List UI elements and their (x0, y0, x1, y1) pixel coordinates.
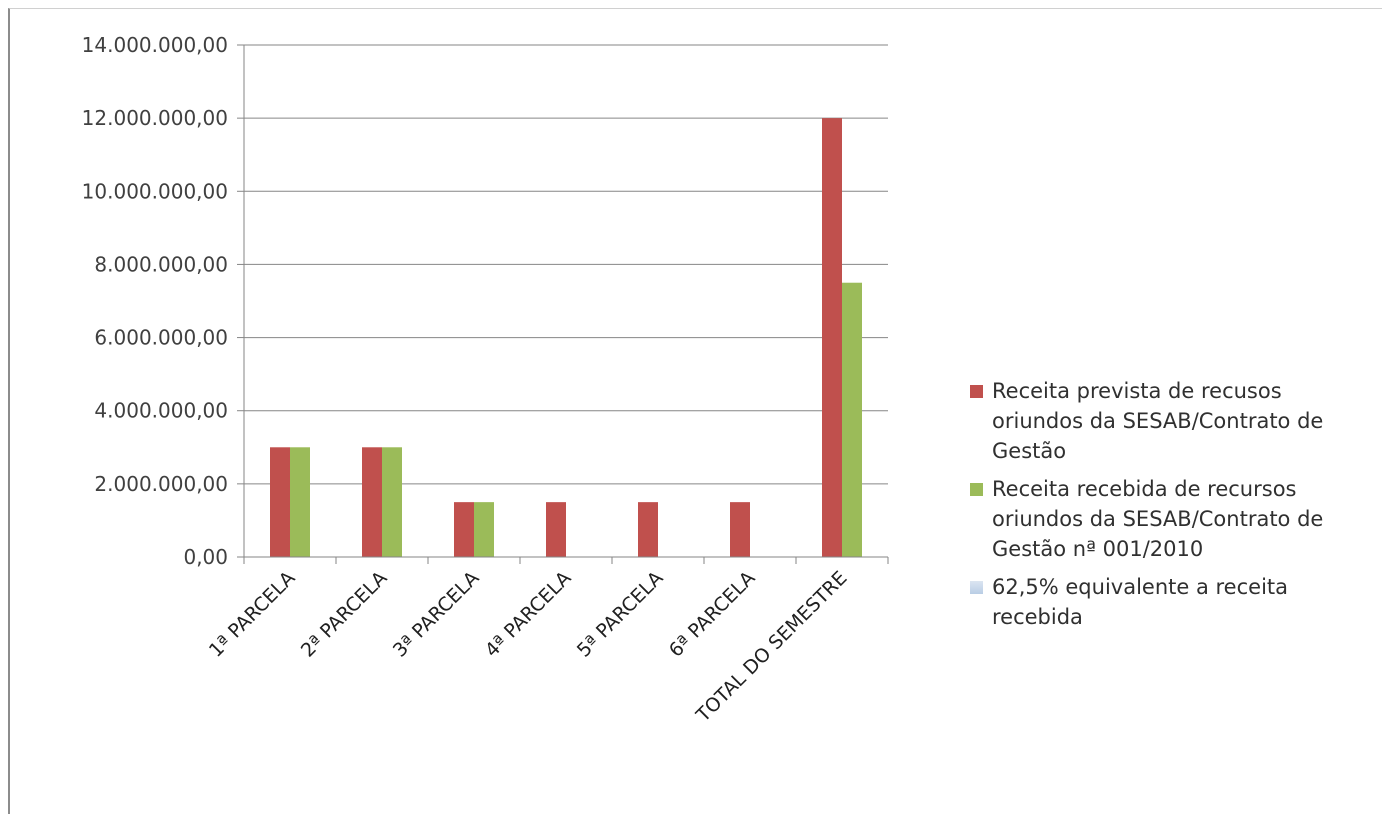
legend: Receita prevista de recusos oriundos da … (968, 376, 1368, 640)
axes (243, 45, 889, 564)
y-tick-label: 12.000.000,00 (82, 106, 228, 130)
legend-item-prevista: Receita prevista de recusos oriundos da … (968, 376, 1368, 466)
bar-prevista (362, 447, 382, 557)
y-tick-label: 14.000.000,00 (82, 33, 228, 57)
legend-label-prevista: Receita prevista de recusos oriundos da … (992, 379, 1324, 463)
legend-swatch-percentual (970, 581, 983, 594)
y-axis-tick-labels: 0,00 2.000.000,00 4.000.000,00 6.000.000,00… (82, 33, 228, 569)
bar-prevista (730, 502, 750, 557)
bar-recebida (842, 282, 862, 557)
legend-item-recebida: Receita recebida de recursos oriundos da… (968, 474, 1368, 564)
bar-prevista (270, 447, 290, 557)
gridlines (237, 44, 888, 558)
y-tick-label: 8.000.000,00 (94, 252, 228, 276)
bar-prevista (638, 502, 658, 557)
y-tick-label: 6.000.000,00 (94, 326, 228, 350)
bar-recebida (474, 502, 494, 557)
x-category-label: 2ª PARCELA (297, 567, 392, 662)
bar-prevista (454, 502, 474, 557)
x-category-label: 1ª PARCELA (205, 567, 300, 662)
bar-prevista (546, 502, 566, 557)
bar-recebida (382, 447, 402, 557)
chart-frame (8, 8, 1382, 814)
x-category-label: 6ª PARCELA (665, 567, 760, 662)
y-tick-label: 10.000.000,00 (82, 179, 228, 203)
x-category-label: TOTAL DO SEMESTRE (692, 567, 852, 727)
legend-swatch-recebida (970, 483, 983, 496)
bar-prevista (822, 118, 842, 558)
legend-swatch-prevista (970, 385, 983, 398)
x-category-label: 4ª PARCELA (481, 567, 576, 662)
bars (270, 118, 862, 558)
x-category-label: 5ª PARCELA (573, 567, 668, 662)
legend-label-recebida: Receita recebida de recursos oriundos da… (992, 477, 1324, 561)
legend-label-percentual: 62,5% equivalente a receita recebida (992, 575, 1289, 629)
bar-recebida (290, 447, 310, 557)
y-tick-label: 0,00 (183, 545, 228, 569)
y-tick-label: 2.000.000,00 (94, 472, 228, 496)
y-tick-label: 4.000.000,00 (94, 399, 228, 423)
legend-item-percentual: 62,5% equivalente a receita recebida (968, 572, 1368, 632)
x-category-label: 3ª PARCELA (389, 567, 484, 662)
